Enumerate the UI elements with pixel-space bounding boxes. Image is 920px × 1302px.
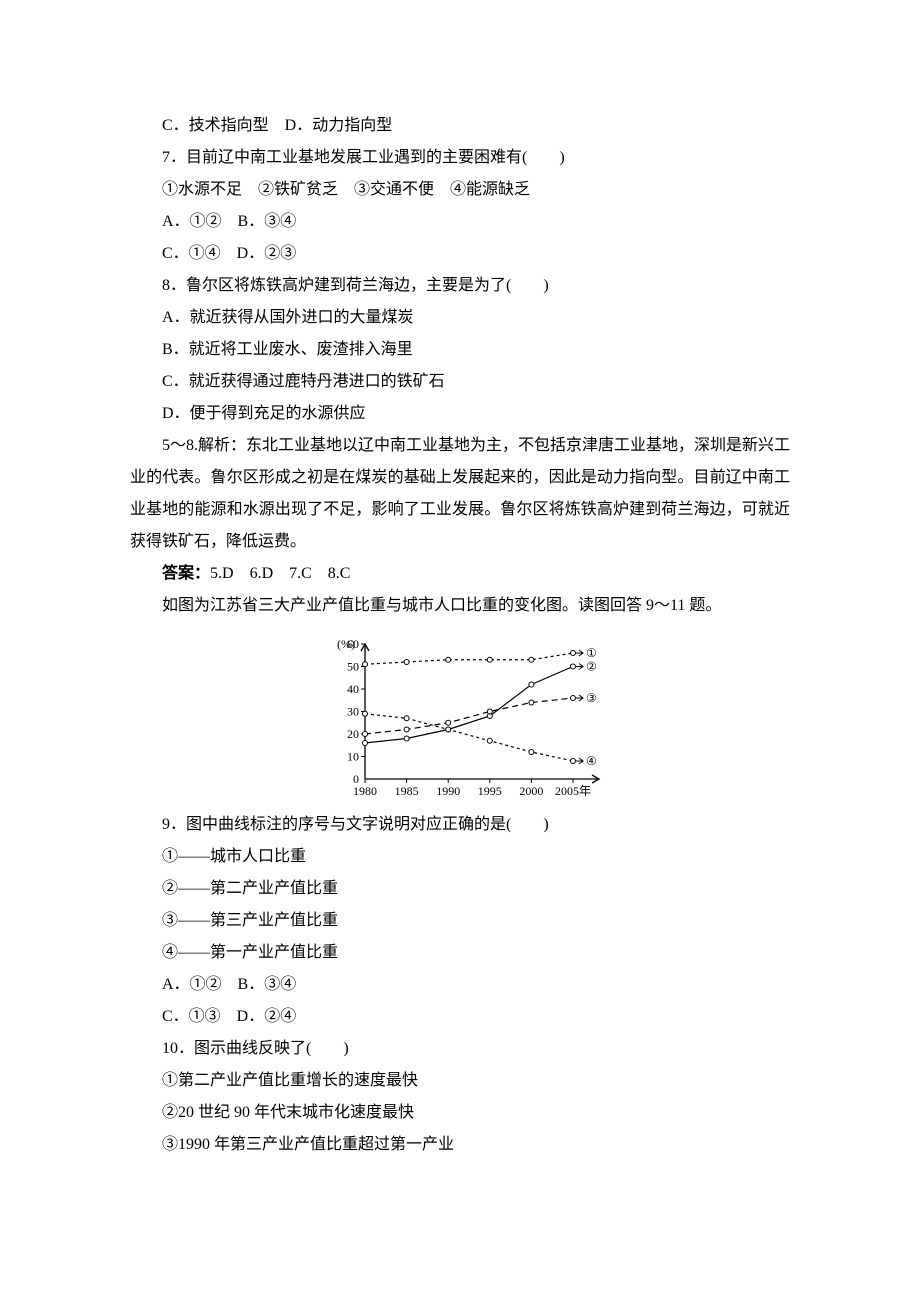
q10-item-2: ②20 世纪 90 年代末城市化速度最快 [130,1097,790,1129]
q7-stem: 7．目前辽中南工业基地发展工业遇到的主要困难有( ) [130,142,790,174]
svg-text:②: ② [586,660,597,674]
q8-opt-c: C．就近获得通过鹿特丹港进口的铁矿石 [130,366,790,398]
q6-opts-cd: C．技术指向型 D．动力指向型 [130,110,790,142]
line-chart: (%)0102030405060198019851990199520002005… [315,630,605,805]
q8-stem: 8．鲁尔区将炼铁高炉建到荷兰海边，主要是为了( ) [130,270,790,302]
q7-opts-ab: A．①② B．③④ [130,206,790,238]
intro-9-11: 如图为江苏省三大产业产值比重与城市人口比重的变化图。读图回答 9～11 题。 [130,590,790,622]
q10-item-3: ③1990 年第三产业产值比重超过第一产业 [130,1129,790,1161]
svg-text:1980: 1980 [353,784,377,798]
svg-text:40: 40 [347,682,359,696]
q9-item-1: ①——城市人口比重 [130,841,790,873]
explanation-5-8: 5～8.解析：东北工业基地以辽中南工业基地为主，不包括京津唐工业基地，深圳是新兴… [130,430,790,558]
answer-text: 5.D 6.D 7.C 8.C [210,565,350,582]
svg-text:2000: 2000 [519,784,543,798]
q9-item-3: ③——第三产业产值比重 [130,905,790,937]
q10-stem: 10．图示曲线反映了( ) [130,1033,790,1065]
svg-text:2005年: 2005年 [555,784,591,798]
answer-label: 答案： [162,565,210,582]
q8-opt-a: A．就近获得从国外进口的大量煤炭 [130,302,790,334]
answer-5-8: 答案：5.D 6.D 7.C 8.C [130,558,790,590]
q8-opt-d: D．便于得到充足的水源供应 [130,398,790,430]
q7-items: ①水源不足 ②铁矿贫乏 ③交通不便 ④能源缺乏 [130,174,790,206]
q7-opts-cd: C．①④ D．②③ [130,238,790,270]
svg-text:1995: 1995 [478,784,502,798]
chart-container: (%)0102030405060198019851990199520002005… [130,630,790,805]
svg-text:30: 30 [347,705,359,719]
q9-opts-cd: C．①③ D．②④ [130,1001,790,1033]
svg-text:1990: 1990 [436,784,460,798]
q9-item-2: ②——第二产业产值比重 [130,873,790,905]
q9-stem: 9．图中曲线标注的序号与文字说明对应正确的是( ) [130,809,790,841]
q10-item-1: ①第二产业产值比重增长的速度最快 [130,1065,790,1097]
q9-opts-ab: A．①② B．③④ [130,969,790,1001]
svg-text:60: 60 [347,637,359,651]
svg-text:③: ③ [586,691,597,705]
exam-page: C．技术指向型 D．动力指向型 7．目前辽中南工业基地发展工业遇到的主要困难有(… [0,0,920,1221]
svg-text:20: 20 [347,727,359,741]
q9-item-4: ④——第一产业产值比重 [130,937,790,969]
svg-text:1985: 1985 [395,784,419,798]
svg-text:④: ④ [586,754,597,768]
svg-text:10: 10 [347,750,359,764]
q8-opt-b: B．就近将工业废水、废渣排入海里 [130,334,790,366]
svg-text:①: ① [586,646,597,660]
svg-text:50: 50 [347,660,359,674]
